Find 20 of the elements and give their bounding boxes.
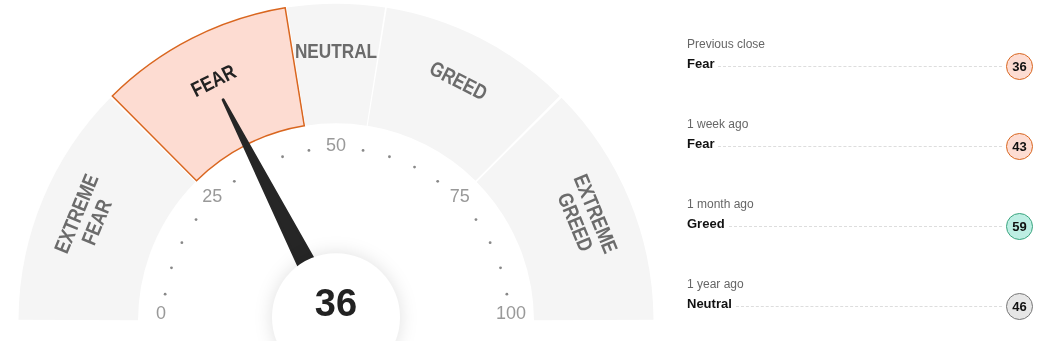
text: 1 year ago bbox=[687, 276, 745, 292]
text: 46 bbox=[1006, 292, 1033, 320]
text: Fear bbox=[687, 135, 715, 151]
text: 25 bbox=[202, 186, 223, 207]
slice-label: NEUTRAL bbox=[294, 39, 378, 63]
text: 75 bbox=[449, 186, 470, 207]
text: 43 bbox=[1006, 132, 1033, 160]
text: 1 month ago bbox=[687, 196, 755, 212]
text: Neutral bbox=[687, 295, 732, 311]
text: 36 bbox=[1006, 52, 1033, 80]
text: 36 bbox=[314, 281, 358, 324]
text: Previous close bbox=[687, 36, 767, 52]
text: Greed bbox=[687, 215, 725, 231]
text: 100 bbox=[495, 303, 527, 324]
text: 59 bbox=[1006, 212, 1033, 240]
text: 1 week ago bbox=[687, 116, 750, 132]
text: 50 bbox=[325, 135, 347, 156]
slice-label: FEAR bbox=[187, 59, 240, 102]
text: Fear bbox=[687, 55, 715, 71]
text: 0 bbox=[156, 303, 167, 324]
